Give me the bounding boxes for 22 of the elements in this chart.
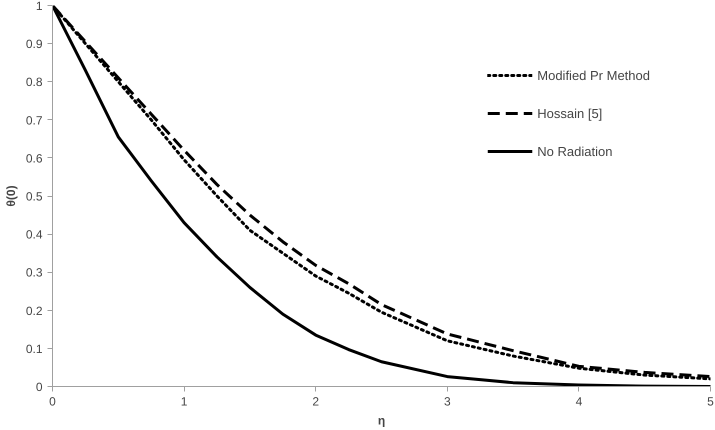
x-tick-label: 4 xyxy=(576,394,583,408)
y-tick-label: 0.3 xyxy=(26,266,43,280)
legend-label: Modified Pr Method xyxy=(537,68,650,82)
y-tick-label: 0.5 xyxy=(26,190,43,204)
x-tick-label: 2 xyxy=(312,394,320,408)
x-tick-label: 0 xyxy=(49,394,56,408)
x-tick-label: 1 xyxy=(180,394,188,408)
y-tick-label: 0.4 xyxy=(26,228,43,242)
x-tick-label: 5 xyxy=(707,394,714,408)
y-tick-label: 0.2 xyxy=(26,304,43,318)
y-tick-label: 0.6 xyxy=(26,151,43,166)
y-tick-label: 1 xyxy=(36,0,43,13)
y-tick-label: 0.7 xyxy=(26,113,43,128)
y-tick-label: 0.8 xyxy=(26,75,43,90)
legend-label: No Radiation xyxy=(537,144,612,158)
y-tick-label: 0 xyxy=(36,380,43,394)
y-tick-label: 0.9 xyxy=(26,37,43,52)
x-tick-label: 3 xyxy=(444,394,451,408)
y-axis-title: θ(0) xyxy=(4,185,18,207)
legend-label: Hossain [5] xyxy=(537,106,602,120)
x-axis-title: η xyxy=(378,414,386,428)
y-tick-label: 0.1 xyxy=(26,342,43,356)
